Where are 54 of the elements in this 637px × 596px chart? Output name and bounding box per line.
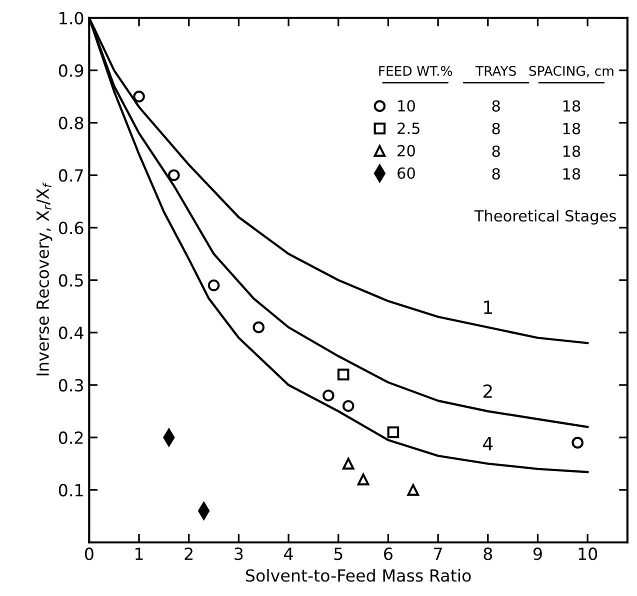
y-tick-label: 0.7	[58, 169, 83, 182]
x-tick-label: 10	[578, 548, 598, 560]
x-tick-label: 1	[136, 548, 143, 560]
legend-label: 20	[398, 144, 415, 156]
annotation: 8	[492, 122, 500, 134]
y-tick-label: 0.3	[58, 378, 83, 392]
annotation: 18	[563, 168, 580, 180]
x-axis-title: Solvent-to-Feed Mass Ratio	[246, 568, 471, 582]
x-tick-label: 6	[384, 548, 392, 560]
point	[357, 474, 370, 486]
x-tick-label: 0	[84, 548, 94, 560]
y-tick-label: 1.0	[60, 12, 84, 24]
annotation: FEED WT.%	[379, 66, 452, 76]
y-tick-label: 0.8	[58, 116, 84, 130]
point	[322, 390, 334, 402]
point	[133, 90, 145, 102]
x-tick-label: 3	[234, 548, 243, 560]
y-tick-label: 0.4	[58, 326, 84, 340]
y-tick-label: 0.6	[58, 222, 84, 234]
y-axis-title: Inverse Recovery, X$_{r}$/X$_{f}$	[36, 182, 52, 376]
series-label: 1	[484, 300, 492, 314]
annotation: 8	[492, 168, 500, 180]
annotation: 18	[563, 145, 580, 158]
point	[407, 484, 420, 496]
annotation: 8	[492, 100, 500, 112]
legend-label: 60	[398, 167, 415, 179]
y-tick-label: 0.5	[58, 274, 83, 287]
series-label: 4	[483, 437, 493, 450]
x-tick-label: 5	[334, 548, 342, 560]
point	[572, 436, 584, 449]
annotation: 8	[492, 145, 500, 158]
y-tick-label: 0.2	[58, 431, 83, 444]
point	[208, 279, 220, 292]
x-tick-label: 2	[184, 548, 192, 560]
point	[337, 368, 350, 380]
x-tick-label: 8	[484, 548, 492, 560]
point	[387, 426, 400, 438]
annotation: SPACING, cm	[529, 66, 614, 78]
annotation: 18	[563, 100, 580, 112]
x-tick-label: 9	[533, 548, 542, 560]
y-tick-label: 0.1	[58, 484, 83, 496]
x-tick-label: 7	[434, 548, 442, 560]
point	[252, 321, 265, 334]
point	[168, 169, 180, 182]
series-label: 2	[483, 384, 492, 398]
point	[342, 400, 354, 412]
legend-label: 10	[398, 100, 415, 112]
annotation: 18	[563, 122, 580, 134]
legend-label: 2.5	[398, 122, 420, 134]
annotation: Theoretical Stages	[474, 210, 616, 225]
point	[342, 458, 354, 470]
y-tick-label: 0.9	[58, 64, 84, 77]
annotation: TRAYS	[475, 66, 516, 76]
x-tick-label: 4	[284, 548, 293, 560]
